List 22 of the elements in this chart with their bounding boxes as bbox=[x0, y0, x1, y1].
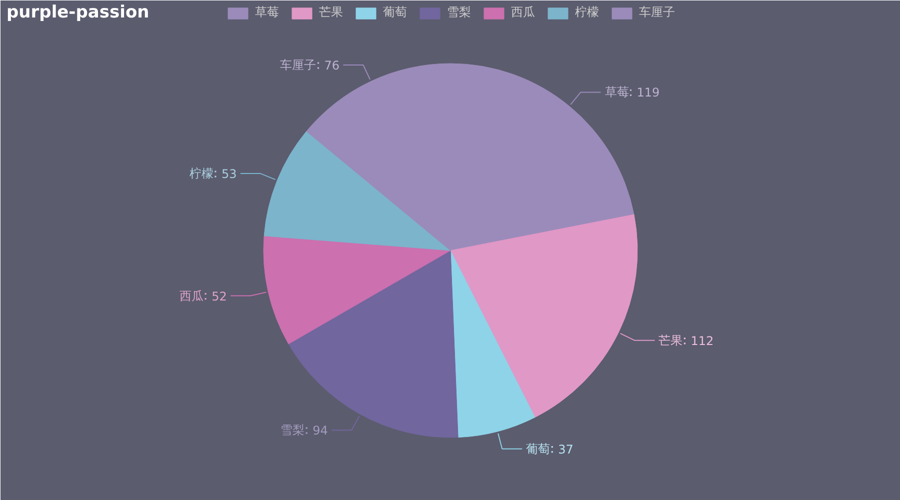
legend-label: 柠檬 bbox=[575, 4, 599, 21]
data-label: 119 bbox=[636, 86, 660, 100]
slice-label: 车厘子 bbox=[280, 58, 316, 72]
chart-title: purple-passion bbox=[6, 2, 150, 22]
data-label: 112 bbox=[690, 334, 714, 348]
slice-label: 草莓 bbox=[604, 85, 629, 100]
data-label: 53 bbox=[221, 167, 237, 182]
legend-label: 草莓 bbox=[255, 4, 279, 21]
legend-label: 雪梨 bbox=[447, 4, 471, 21]
data-label: 52 bbox=[212, 289, 227, 304]
slice-label: 柠檬 bbox=[189, 166, 214, 181]
slice-label: 葡萄 bbox=[526, 442, 550, 456]
data-label: 94 bbox=[312, 424, 328, 438]
data-label: 76 bbox=[324, 58, 340, 72]
legend-label: 车厘子 bbox=[639, 4, 675, 21]
legend-label: 芒果 bbox=[319, 4, 343, 21]
slice-label: 芒果 bbox=[658, 333, 683, 348]
legend-label: 西瓜 bbox=[511, 4, 535, 21]
legend-label: 葡萄 bbox=[383, 4, 407, 21]
slice-label: 西瓜 bbox=[180, 288, 204, 303]
slice-label: 雪梨 bbox=[280, 423, 305, 438]
data-label: 37 bbox=[558, 442, 574, 456]
